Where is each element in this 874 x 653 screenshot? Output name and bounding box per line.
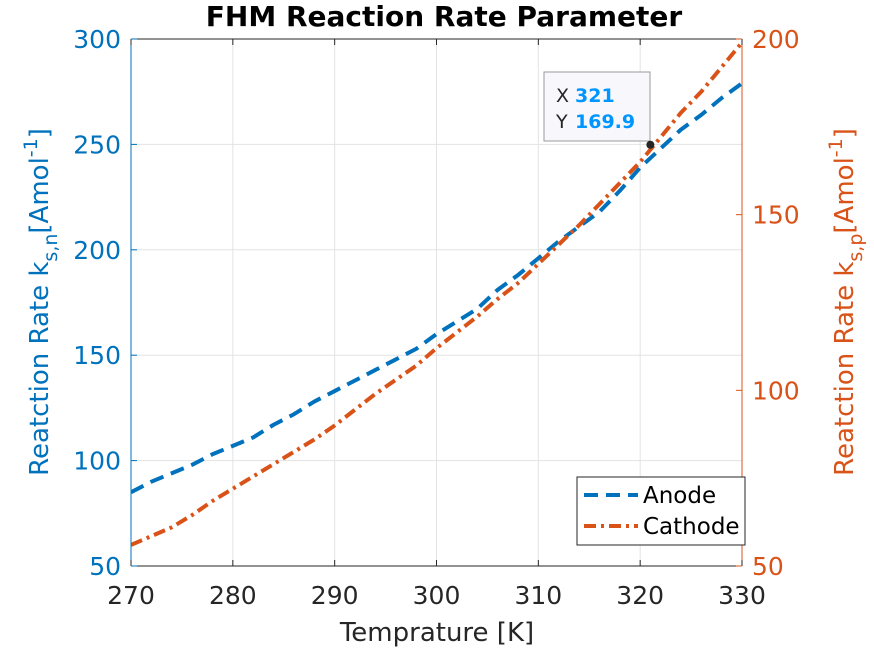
datatip-x-value: 321 [575,85,615,107]
y-right-tick-label: 100 [752,376,800,405]
datatip-x-label: X [556,85,569,107]
y-left-label-main: Reatction Rate k [25,262,55,476]
legend-box [576,476,746,546]
y-left-label-close: ] [25,128,55,138]
y-right-label-main: Reatction Rate k [830,262,860,476]
y-left-tick-label: 250 [73,130,121,159]
x-axis-label: Temprature [K] [339,618,534,648]
chart-title: FHM Reaction Rate Parameter [206,0,683,33]
ticks: 270 280 290 300 310 320 3305010015020025030050… [73,25,799,610]
datatip-box [543,71,651,142]
y-axis-right-label: Reatction Rate ks,p[Amol-1] [825,128,867,476]
x-tick-label: 330 [718,581,766,610]
x-tick-label: 320 [616,581,664,610]
y-left-label-unit: [Amol [25,157,55,233]
y-left-tick-label: 100 [73,447,121,476]
datatip-marker[interactable] [646,140,655,149]
x-tick-label: 310 [514,581,562,610]
y-left-label-sup: -1 [20,138,42,157]
y-right-tick-label: 150 [752,201,800,230]
x-tick-label: 280 [209,581,257,610]
y-right-tick-label: 200 [752,25,800,54]
y-left-label-sub: s,n [40,234,62,262]
y-right-tick-label: 50 [752,552,784,581]
x-tick-label: 270 [107,581,155,610]
series-layer [131,41,742,547]
y-right-label-unit: [Amol [830,157,860,233]
y-right-label-sub: s,p [845,234,867,262]
datatip[interactable]: X 321 Y 169.9 [543,71,655,149]
y-left-tick-label: 300 [73,25,121,54]
y-axis-left-label: Reatction Rate ks,n[Amol-1] [20,128,62,476]
y-right-label-close: ] [830,128,860,138]
y-right-label-sup: -1 [825,138,847,157]
y-left-tick-label: 50 [89,552,121,581]
x-tick-label: 300 [413,581,461,610]
datatip-y-value: 169.9 [575,111,635,133]
legend[interactable]: Anode Cathode [576,476,746,546]
y-left-tick-label: 150 [73,341,121,370]
datatip-y-label: Y [555,111,568,133]
legend-cathode-label: Cathode [643,514,740,540]
series-line-anode [131,81,742,494]
legend-anode-label: Anode [643,483,716,509]
y-left-tick-label: 200 [73,236,121,265]
x-tick-label: 290 [311,581,359,610]
